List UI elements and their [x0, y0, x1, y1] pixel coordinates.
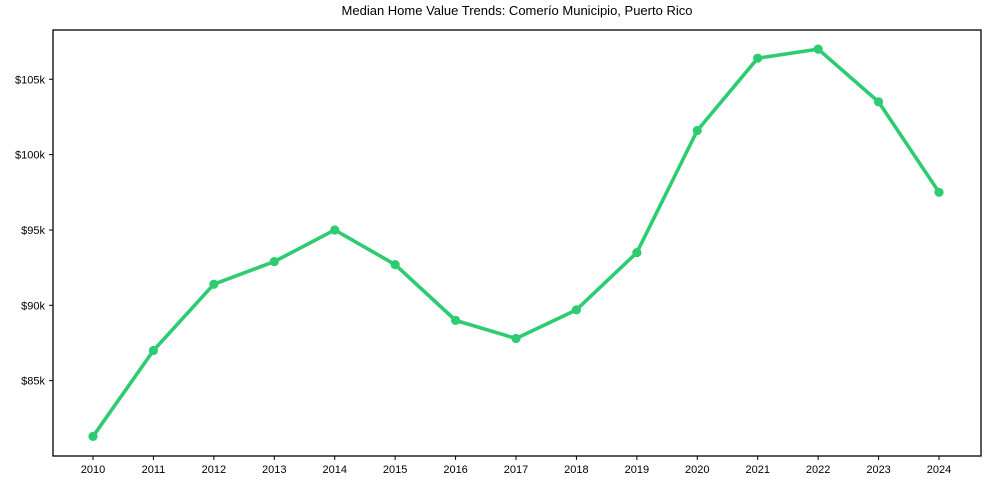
- plot-border: [52, 29, 982, 457]
- data-point-marker: [209, 279, 219, 289]
- x-tick-label: 2022: [806, 464, 830, 476]
- x-tick-label: 2019: [625, 464, 649, 476]
- x-tick-label: 2016: [443, 464, 467, 476]
- x-tick-label: 2021: [745, 464, 769, 476]
- data-point-marker: [753, 53, 763, 63]
- y-tick-label: $100k: [15, 150, 45, 162]
- data-point-marker: [632, 247, 642, 258]
- x-tick-label: 2011: [142, 464, 166, 476]
- data-point-marker: [692, 125, 702, 136]
- data-point-marker: [450, 315, 461, 325]
- x-tick-label: 2017: [504, 464, 528, 476]
- data-point-marker: [330, 225, 340, 235]
- data-point-marker: [511, 333, 521, 344]
- data-point-marker: [813, 44, 823, 54]
- x-tick-label: 2020: [685, 464, 709, 476]
- data-point-marker: [934, 187, 944, 197]
- x-tick-label: 2018: [564, 464, 588, 476]
- x-tick-label: 2014: [322, 464, 346, 476]
- x-tick-label: 2023: [866, 464, 890, 476]
- chart-title: Median Home Value Trends: Comerío Munici…: [341, 3, 693, 18]
- data-point-marker: [571, 305, 582, 315]
- x-tick-label: 2012: [202, 464, 226, 476]
- y-tick-label: $90k: [21, 300, 45, 312]
- data-point-marker: [390, 260, 400, 270]
- data-point-marker: [88, 431, 98, 442]
- y-tick-label: $105k: [15, 74, 45, 86]
- x-tick-label: 2024: [927, 464, 951, 476]
- data-point-marker: [269, 257, 279, 267]
- y-tick-label: $85k: [21, 376, 45, 388]
- x-tick-label: 2010: [81, 464, 105, 476]
- x-tick-label: 2015: [383, 464, 407, 476]
- y-tick-label: $95k: [21, 225, 45, 237]
- data-point-marker: [873, 97, 884, 107]
- data-point-marker: [148, 345, 159, 356]
- series-line: [91, 47, 941, 439]
- x-tick-label: 2013: [262, 464, 286, 476]
